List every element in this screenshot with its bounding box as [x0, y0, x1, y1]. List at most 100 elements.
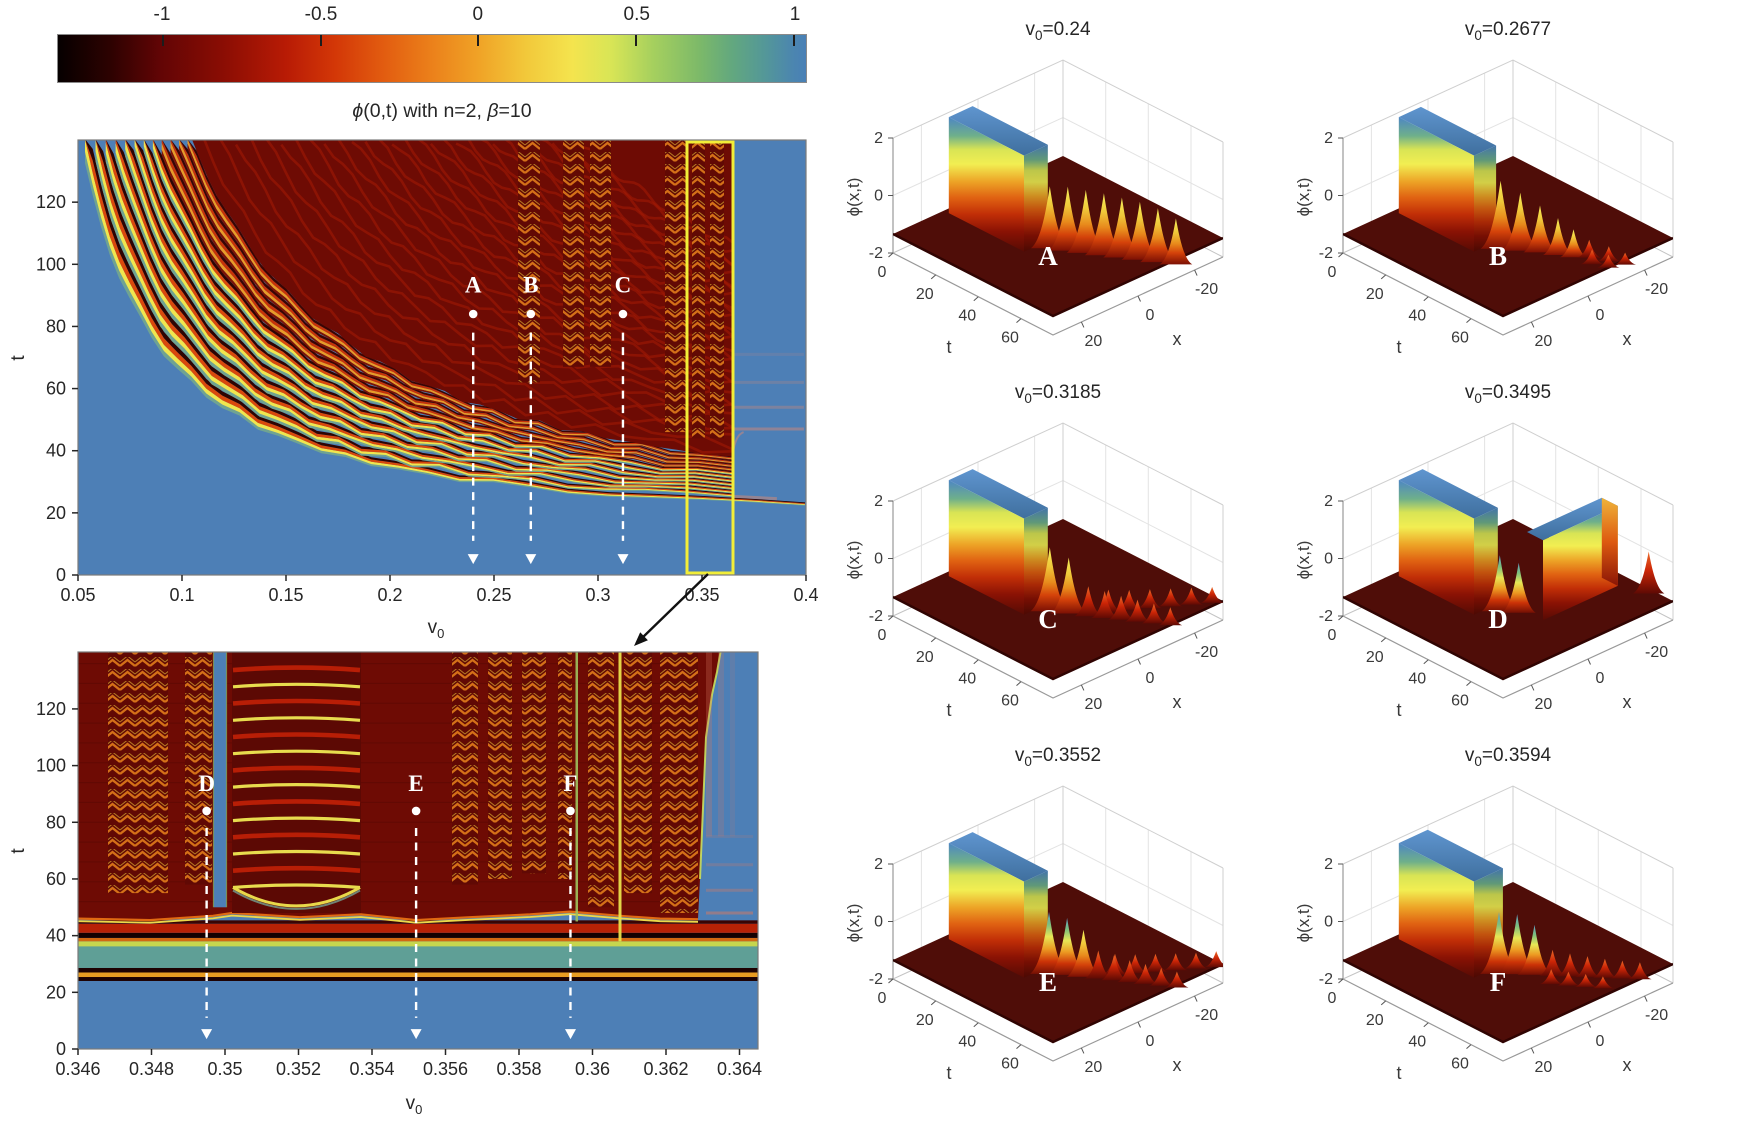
colorbar-tick: -1 [153, 4, 171, 25]
svg-text:0.348: 0.348 [129, 1059, 174, 1079]
marker-label-E: E [408, 771, 423, 796]
svg-text:0.15: 0.15 [268, 585, 303, 605]
marker-C: C [615, 272, 632, 565]
inset-rectangle [685, 140, 735, 575]
t-axis-label: t [946, 1063, 951, 1083]
svg-text:0.358: 0.358 [496, 1059, 541, 1079]
svg-text:60: 60 [46, 379, 66, 399]
colorbar-tick: 1 [789, 4, 801, 25]
svg-text:40: 40 [1408, 308, 1426, 325]
svg-text:0: 0 [1146, 1033, 1155, 1050]
marker-F: F [563, 771, 577, 1040]
svg-text:0.35: 0.35 [207, 1059, 242, 1079]
svg-text:2: 2 [874, 130, 883, 147]
svg-text:60: 60 [1001, 693, 1019, 710]
svg-text:-2: -2 [1319, 608, 1333, 625]
heatmap-title: ϕ(0,t) with n=2, β=10 [352, 100, 531, 122]
svg-text:-20: -20 [1195, 644, 1218, 661]
svg-text:2: 2 [1324, 493, 1333, 510]
x-axis-label: x [1623, 692, 1632, 712]
marker-B: B [523, 272, 538, 565]
svg-text:0: 0 [1324, 914, 1333, 931]
surface-label-D: D [1488, 604, 1508, 634]
surface-label-C: C [1038, 604, 1058, 634]
svg-text:0: 0 [1328, 264, 1337, 281]
svg-text:20: 20 [46, 503, 66, 523]
x-axis-label: x [1623, 1055, 1632, 1075]
svg-text:20: 20 [1534, 333, 1552, 350]
svg-text:40: 40 [46, 926, 66, 946]
marker-D: D [198, 771, 215, 1040]
svg-text:20: 20 [1534, 1059, 1552, 1076]
svg-text:0: 0 [56, 1039, 66, 1059]
marker-label-D: D [198, 771, 215, 796]
svg-text:20: 20 [1366, 649, 1384, 666]
surface-label-A: A [1038, 241, 1058, 271]
svg-text:40: 40 [958, 308, 976, 325]
surface-label-B: B [1489, 241, 1507, 271]
t-axis-label: t [946, 700, 951, 720]
x-axis-label: x [1173, 329, 1182, 349]
svg-text:0: 0 [1328, 627, 1337, 644]
svg-text:0.346: 0.346 [55, 1059, 100, 1079]
marker-E: E [408, 771, 424, 1040]
svg-text:40: 40 [958, 1034, 976, 1051]
marker-label-C: C [615, 272, 632, 297]
svg-text:0.1: 0.1 [169, 585, 194, 605]
svg-text:40: 40 [958, 671, 976, 688]
svg-text:2: 2 [874, 856, 883, 873]
marker-label-F: F [563, 771, 577, 796]
svg-text:0: 0 [56, 565, 66, 585]
t-axis-label: t [946, 337, 951, 357]
svg-text:120: 120 [36, 192, 66, 212]
svg-text:60: 60 [1001, 330, 1019, 347]
inset-zoom-arrow [634, 573, 709, 646]
marker-A: A [465, 272, 482, 565]
svg-text:20: 20 [1084, 1059, 1102, 1076]
svg-text:0: 0 [1146, 307, 1155, 324]
svg-text:-2: -2 [869, 971, 883, 988]
svg-text:0: 0 [1146, 670, 1155, 687]
svg-text:0: 0 [1596, 670, 1605, 687]
svg-text:60: 60 [1451, 330, 1469, 347]
svg-text:120: 120 [36, 699, 66, 719]
colorbar-gradient [57, 34, 807, 83]
svg-text:2: 2 [1324, 130, 1333, 147]
heatmap-top: A B C 0.05 0.1 0.15 0.2 0.25 0.3 0.35 0.4 0 20 40 60 80… [8, 100, 819, 641]
svg-text:0: 0 [1596, 1033, 1605, 1050]
svg-text:0: 0 [1324, 551, 1333, 568]
svg-text:0.352: 0.352 [276, 1059, 321, 1079]
colorbar-tick-labels: -1 -0.5 0 0.5 1 [57, 2, 807, 33]
svg-text:-20: -20 [1645, 644, 1668, 661]
svg-text:40: 40 [1408, 671, 1426, 688]
y-axis-label: t [8, 355, 29, 361]
svg-text:0.362: 0.362 [643, 1059, 688, 1079]
svg-text:20: 20 [46, 982, 66, 1002]
svg-text:2: 2 [1324, 856, 1333, 873]
svg-text:20: 20 [1366, 1012, 1384, 1029]
z-axis-label: ϕ(x,t) [1295, 904, 1313, 943]
svg-text:0: 0 [874, 188, 883, 205]
svg-text:0: 0 [878, 627, 887, 644]
x-axis-label: x [1623, 329, 1632, 349]
heatmap-zoom: D E F 0.346 0.348 0.35 0.352 0.354 0.356 0.358 0.3… [8, 651, 762, 1117]
z-axis-label: ϕ(x,t) [1295, 178, 1313, 217]
svg-text:0: 0 [878, 264, 887, 281]
x-axis-label: v0 [428, 617, 445, 641]
surface-title-E: v0=0.3552 [1015, 745, 1101, 769]
marker-label-B: B [523, 272, 538, 297]
colorbar-tick: 0.5 [623, 4, 650, 25]
z-axis-label: ϕ(x,t) [845, 541, 863, 580]
t-axis-label: t [1396, 1063, 1401, 1083]
svg-text:20: 20 [916, 649, 934, 666]
surface-label-E: E [1039, 967, 1057, 997]
svg-text:40: 40 [46, 441, 66, 461]
svg-text:0.36: 0.36 [575, 1059, 610, 1079]
surface-title-C: v0=0.3185 [1015, 382, 1101, 406]
svg-text:100: 100 [36, 756, 66, 776]
